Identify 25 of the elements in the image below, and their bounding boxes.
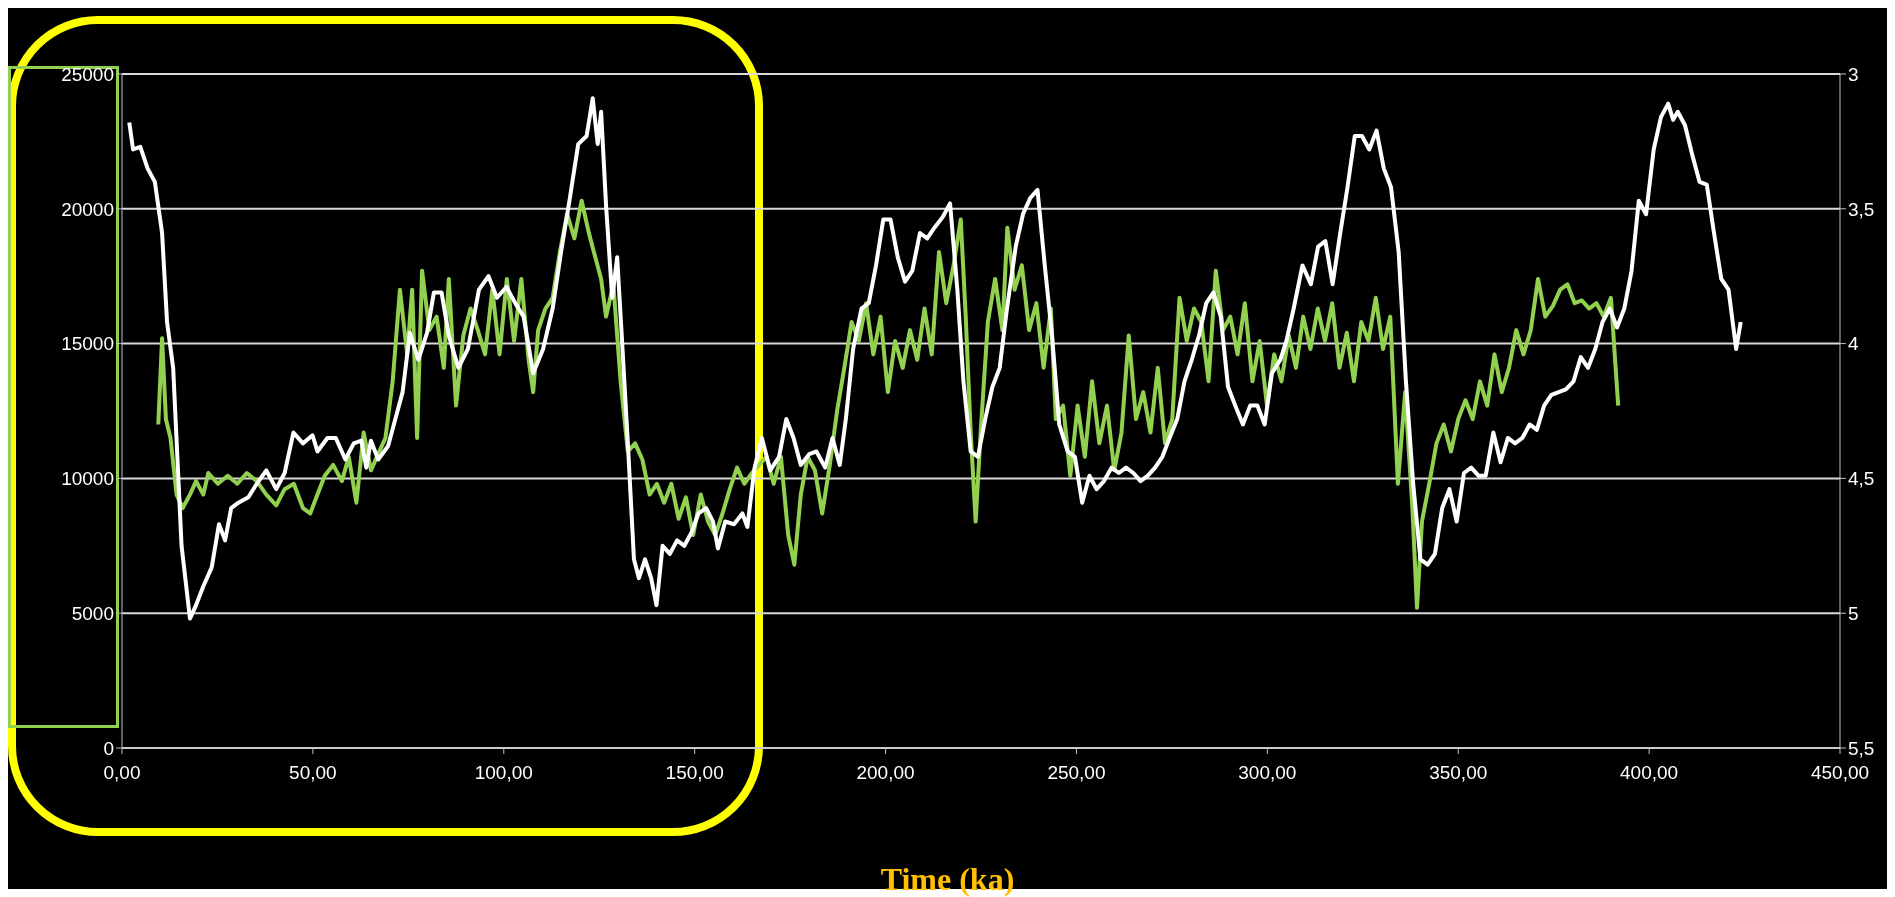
y2-tick-label: 5 [1848, 602, 1859, 624]
x-tick-label: 400,00 [1620, 762, 1679, 784]
x-tick-label: 450,00 [1810, 762, 1870, 784]
y-tick-label: 25000 [61, 63, 114, 85]
x-tick-label: 250,00 [1047, 762, 1106, 784]
y2-tick-label: 4,5 [1848, 468, 1875, 490]
x-tick-label: 200,00 [856, 762, 915, 784]
line-series [156, 198, 1621, 610]
y-tick-label: 5000 [71, 602, 114, 624]
y2-tick-label: 3 [1848, 63, 1859, 85]
y-tick-label: 0 [103, 737, 114, 759]
x-tick-label: 350,00 [1429, 762, 1488, 784]
y-tick-label: 10000 [61, 468, 114, 490]
y2-tick-label: 4 [1848, 333, 1859, 355]
y2-tick-label: 5,5 [1848, 737, 1875, 759]
y-tick-label: 15000 [61, 333, 114, 355]
x-tick-label: 150,00 [665, 762, 724, 784]
x-tick-label: 100,00 [474, 762, 533, 784]
y2-tick-label: 3,5 [1848, 198, 1875, 220]
x-tick-label: 300,00 [1238, 762, 1297, 784]
x-tick-label: 0,00 [103, 762, 141, 784]
x-axis-title: Time (ka) [879, 861, 1016, 897]
x-tick-label: 50,00 [289, 762, 337, 784]
line-series [127, 96, 1743, 621]
y-tick-label: 20000 [61, 198, 114, 220]
